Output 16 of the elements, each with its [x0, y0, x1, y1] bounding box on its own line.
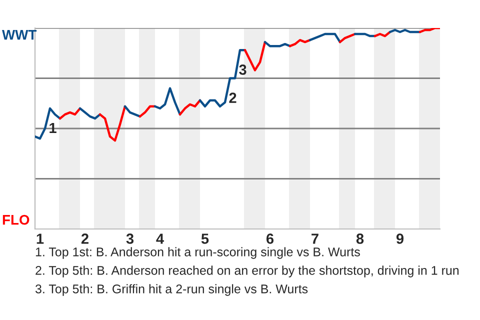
text: 1. Top 1st: B. Anderson hit a run-scoring single vs B. Wurts — [36, 247, 360, 259]
annotation: WWT — [2, 30, 37, 40]
annotation: 2 — [229, 92, 236, 103]
x-tick-label: 9 — [396, 234, 404, 244]
x-tick-label: 2 — [81, 234, 88, 244]
x-tick-label: 4 — [156, 234, 164, 244]
x-tick-label: 6 — [266, 234, 274, 244]
text: 3. Top 5th: B. Griffin hit a 2-run single vs B. Wurts — [35, 284, 308, 296]
x-tick-label: 7 — [312, 234, 318, 244]
text: FLO — [2, 214, 30, 225]
text: 2. Top 5th: B. Anderson reached on an error by the shortstop, driving in 1 run — [36, 266, 459, 278]
annotation: 3 — [239, 64, 246, 75]
x-tick-label: 8 — [356, 234, 364, 244]
x-tick-label: 3 — [126, 234, 134, 244]
x-tick-label: 1 — [36, 234, 44, 244]
x-tick-label: 5 — [201, 234, 209, 244]
